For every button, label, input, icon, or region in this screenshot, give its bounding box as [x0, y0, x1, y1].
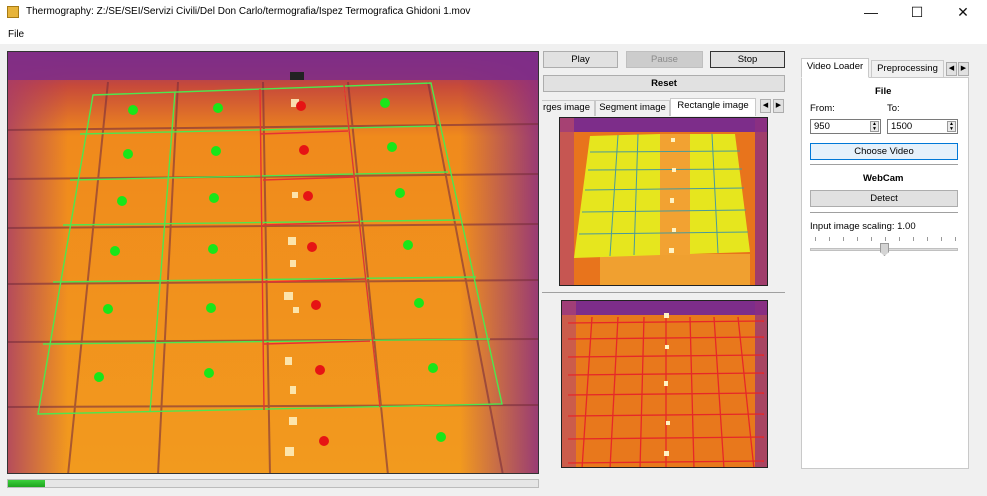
faulty-panel-markers — [296, 101, 329, 446]
slider-tick — [913, 237, 914, 241]
detect-button[interactable]: Detect — [810, 190, 958, 207]
slider-tick — [871, 237, 872, 241]
title-bar: Thermography: Z:/SE/SEI/Servizi Civili/D… — [0, 0, 987, 26]
close-button[interactable]: ✕ — [957, 4, 969, 20]
tab-ranges-image[interactable]: rges image — [542, 100, 595, 116]
stop-button[interactable]: Stop — [710, 51, 785, 68]
image-tab-bar: rges image Segment image Rectangle image… — [542, 98, 786, 116]
divider — [810, 212, 958, 213]
segment-image-view — [561, 300, 768, 468]
minimize-button[interactable]: — — [864, 4, 878, 20]
reset-button[interactable]: Reset — [543, 75, 785, 92]
menu-file[interactable]: File — [8, 29, 25, 40]
tab-segment-image[interactable]: Segment image — [595, 100, 670, 116]
file-section-title: File — [875, 86, 892, 97]
thermal-frame — [8, 52, 538, 473]
choose-video-button[interactable]: Choose Video — [810, 143, 958, 160]
spin-arrows-icon[interactable]: ▲ ▼ — [947, 121, 956, 132]
webcam-section-title: WebCam — [863, 173, 904, 184]
slider-tick — [843, 237, 844, 241]
slider-tick — [941, 237, 942, 241]
tab-scroll-left-icon[interactable]: ◀ — [760, 99, 771, 113]
to-spinbox[interactable]: 1500 ▲ ▼ — [887, 119, 958, 134]
from-value: 950 — [814, 121, 830, 132]
scaling-label: Input image scaling: 1.00 — [810, 221, 916, 232]
play-button[interactable]: Play — [543, 51, 618, 68]
tab-preprocessing[interactable]: Preprocessing — [871, 60, 944, 78]
maximize-button[interactable]: ☐ — [910, 4, 924, 20]
to-value: 1500 — [891, 121, 913, 132]
rectangle-image — [560, 118, 767, 285]
slider-tick — [857, 237, 858, 241]
to-label: To: — [887, 103, 900, 114]
slider-tick — [885, 237, 886, 241]
pause-button[interactable]: Pause — [626, 51, 703, 68]
slider-tick — [927, 237, 928, 241]
tab-rectangle-image[interactable]: Rectangle image — [670, 98, 756, 116]
slider-tick — [955, 237, 956, 241]
from-label: From: — [810, 103, 835, 114]
slider-tick — [815, 237, 816, 241]
divider — [810, 164, 958, 165]
right-tab-scroll-right-icon[interactable]: ▶ — [958, 62, 969, 76]
sensor-marker — [290, 72, 304, 80]
segment-image — [562, 301, 767, 467]
main-video-view — [7, 51, 539, 474]
right-tab-scroll-left-icon[interactable]: ◀ — [946, 62, 957, 76]
video-loader-panel — [801, 77, 969, 469]
progress-fill — [8, 480, 46, 487]
slider-tick — [829, 237, 830, 241]
panel-separator — [542, 292, 785, 293]
video-progress-bar[interactable] — [7, 479, 539, 488]
slider-tick — [899, 237, 900, 241]
from-spinbox[interactable]: 950 ▲ ▼ — [810, 119, 881, 134]
window-title: Thermography: Z:/SE/SEI/Servizi Civili/D… — [26, 6, 471, 17]
ok-panel-markers — [94, 98, 446, 442]
tab-scroll-right-icon[interactable]: ▶ — [773, 99, 784, 113]
app-icon — [7, 6, 19, 18]
scaling-slider-handle[interactable] — [880, 243, 889, 256]
spin-arrows-icon[interactable]: ▲ ▼ — [870, 121, 879, 132]
menu-bar: File — [0, 26, 987, 44]
tab-video-loader[interactable]: Video Loader — [801, 58, 869, 78]
rectangle-image-view — [559, 117, 768, 286]
